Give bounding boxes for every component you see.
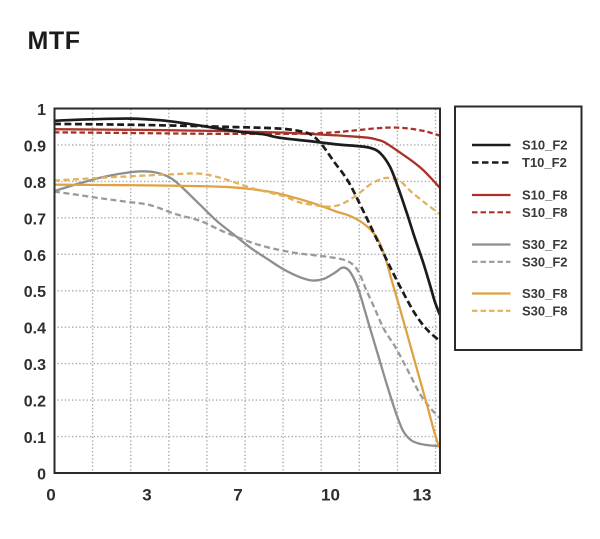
svg-text:S30_F2: S30_F2: [522, 254, 568, 269]
svg-text:0.7: 0.7: [24, 211, 46, 228]
svg-text:0.6: 0.6: [24, 248, 46, 265]
svg-text:0.5: 0.5: [24, 284, 46, 301]
svg-text:S10_F8: S10_F8: [522, 188, 568, 203]
svg-text:0.8: 0.8: [24, 175, 46, 192]
svg-text:S10_F2: S10_F2: [522, 138, 568, 153]
svg-text:S30_F2: S30_F2: [522, 237, 568, 252]
svg-text:0.9: 0.9: [24, 138, 46, 155]
svg-text:S10_F8: S10_F8: [522, 205, 568, 220]
svg-text:0.3: 0.3: [24, 357, 46, 374]
svg-text:10: 10: [321, 486, 340, 505]
svg-text:S30_F8: S30_F8: [522, 286, 568, 301]
svg-text:S30_F8: S30_F8: [522, 303, 568, 318]
svg-text:0.4: 0.4: [24, 321, 46, 338]
svg-text:0: 0: [37, 467, 46, 484]
svg-text:0.2: 0.2: [24, 394, 46, 411]
svg-text:7: 7: [233, 486, 242, 505]
svg-text:0: 0: [46, 486, 55, 505]
svg-text:3: 3: [142, 486, 151, 505]
svg-text:T10_F2: T10_F2: [522, 155, 567, 170]
svg-text:1: 1: [37, 102, 46, 119]
svg-text:0.1: 0.1: [24, 430, 46, 447]
svg-text:MTF: MTF: [28, 27, 81, 55]
svg-text:13: 13: [413, 486, 432, 505]
